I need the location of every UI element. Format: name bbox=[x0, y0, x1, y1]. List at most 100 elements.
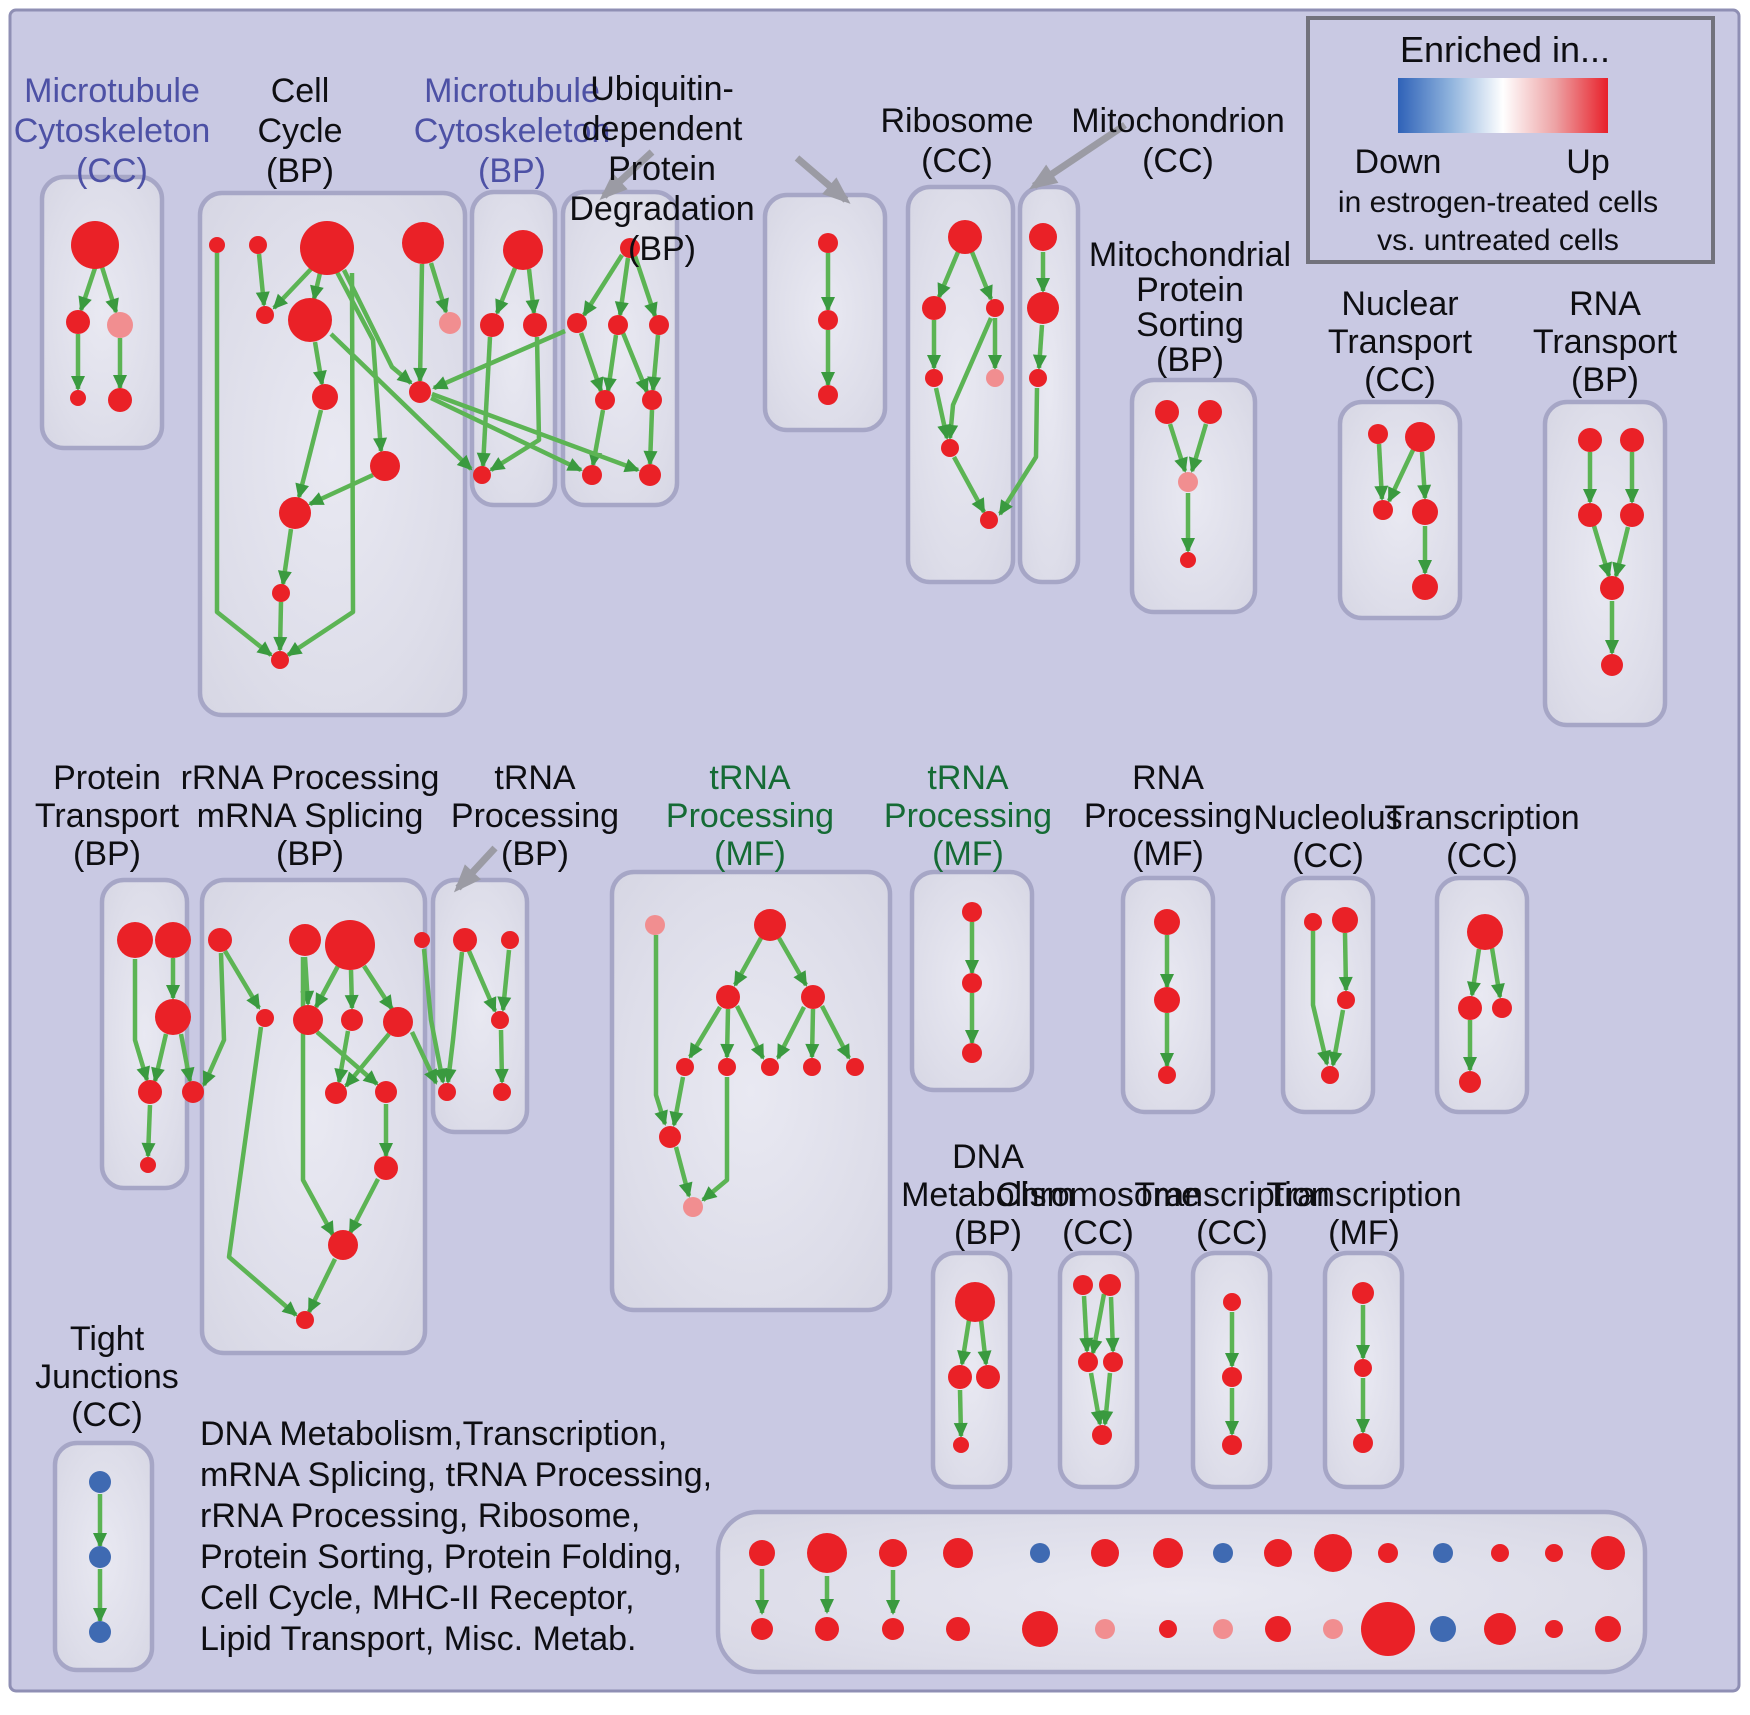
edge-arrow-rrna-processing-mrna-splicing-bp bbox=[344, 969, 359, 1010]
go-term-node-up bbox=[567, 313, 587, 333]
edge-arrow-transcription-cc-row2 bbox=[1467, 948, 1482, 997]
edge-arrow-dna-metabolism-bp bbox=[977, 1319, 992, 1366]
go-term-node-up bbox=[341, 1009, 363, 1031]
edge-arrow-rrna-processing-mrna-splicing-bp bbox=[314, 964, 340, 1009]
edge-arrow-nucleolus-cc bbox=[1328, 1009, 1346, 1067]
go-term-node-up bbox=[1078, 1352, 1098, 1372]
go-term-node-misc-top bbox=[1213, 1543, 1233, 1563]
cross-box-edge-arrow bbox=[421, 948, 448, 1084]
edge-arrow-cell-cycle-bp bbox=[214, 253, 273, 657]
go-term-node-up bbox=[1154, 987, 1180, 1013]
go-term-node-up bbox=[66, 310, 90, 334]
edge-arrow-cell-cycle-bp bbox=[312, 341, 327, 386]
group-label-trna-processing-bp: Processing bbox=[451, 797, 619, 835]
group-label-microtubule-cytoskeleton-bp: (BP) bbox=[478, 152, 546, 190]
label-pointer-arrow bbox=[794, 155, 851, 204]
group-label-rrna-processing-mrna-splicing-bp: rRNA Processing bbox=[181, 759, 440, 797]
edge-arrow-mitochondrial-protein-sorting-bp bbox=[1167, 423, 1188, 473]
go-term-node-up bbox=[414, 932, 430, 948]
edge-arrow-nuclear-transport-cc bbox=[1417, 451, 1432, 500]
edge-arrow-chromosome-cc bbox=[1079, 1295, 1094, 1353]
misc-terms-note-line: Protein Sorting, Protein Folding, bbox=[200, 1538, 682, 1576]
go-term-node-up bbox=[962, 973, 982, 993]
group-label-nuclear-transport-cc: Nuclear bbox=[1341, 285, 1458, 323]
group-label-transcription-cc-row3: Transcription bbox=[1134, 1176, 1329, 1214]
edge-arrow-rrna-processing-mrna-splicing-bp bbox=[362, 964, 394, 1011]
go-term-node-misc-bottom bbox=[1159, 1620, 1177, 1638]
go-term-node-misc-top bbox=[1314, 1534, 1352, 1572]
cross-box-edge-arrow bbox=[201, 952, 227, 1087]
misc-terms-note-line: mRNA Splicing, tRNA Processing, bbox=[200, 1456, 712, 1494]
go-term-node-up bbox=[639, 464, 661, 486]
go-term-node-up bbox=[718, 1058, 736, 1076]
go-term-node-misc-bottom bbox=[1095, 1619, 1115, 1639]
go-term-node-up-weak bbox=[1178, 472, 1198, 492]
go-term-node-up bbox=[818, 385, 838, 405]
group-label-mitochondrion-cc: (CC) bbox=[1142, 142, 1214, 180]
go-term-node-up bbox=[1099, 1274, 1121, 1296]
edge-arrow-trna-processing-mf-1 bbox=[733, 936, 763, 987]
go-term-node-up bbox=[922, 296, 946, 320]
go-term-node-up bbox=[256, 306, 274, 324]
go-term-node-up bbox=[438, 1083, 456, 1101]
go-term-node-up bbox=[1412, 574, 1438, 600]
edge-arrow-trna-processing-mf-1 bbox=[669, 1076, 686, 1127]
edge-arrow-trna-processing-mf-1 bbox=[805, 1008, 820, 1059]
edge-arrow-trna-processing-bp bbox=[494, 1029, 509, 1084]
go-term-node-up bbox=[962, 902, 982, 922]
edge-arrow-ubiquitin-dependent-protein-degradation-bp bbox=[578, 332, 604, 393]
group-box-nucleolus-cc bbox=[1280, 875, 1376, 1115]
go-term-node-up bbox=[491, 1011, 509, 1029]
misc-terms-note-layer: DNA Metabolism,Transcription,mRNA Splici… bbox=[200, 1415, 712, 1658]
group-label-trna-processing-mf-2: Processing bbox=[884, 797, 1052, 835]
group-label-mitochondrial-protein-sorting-bp: Protein bbox=[1136, 271, 1244, 309]
go-term-node-up bbox=[955, 1282, 995, 1322]
group-label-ubiquitin-dependent-protein-degradation-bp: (BP) bbox=[628, 230, 696, 268]
group-label-cell-cycle-bp: Cell bbox=[271, 72, 330, 110]
group-label-mitochondrial-protein-sorting-bp: (BP) bbox=[1156, 341, 1224, 379]
group-box-protein-transport-bp bbox=[99, 877, 190, 1191]
edge-arrow-trna-processing-bp bbox=[497, 949, 512, 1012]
edge-arrow-ubiquitin-dependent-protein-degradation-bp bbox=[647, 334, 662, 392]
go-term-node-up bbox=[980, 511, 998, 529]
go-term-node-misc-top bbox=[1491, 1544, 1509, 1562]
go-term-node-up bbox=[659, 1126, 681, 1148]
edge-arrow-rrna-processing-mrna-splicing-bp bbox=[306, 1258, 338, 1314]
edge-arrow-microtubule-cytoskeleton-bp bbox=[525, 268, 540, 315]
group-label-ubiquitin-dependent-protein-degradation-bp: Protein bbox=[608, 150, 716, 188]
edge-arrow-rrna-processing-mrna-splicing-bp bbox=[334, 1030, 351, 1084]
edge-arrow-ubiquitin-dependent-protein-degradation-bp bbox=[582, 253, 624, 317]
edge-arrow-trna-processing-mf-1 bbox=[653, 935, 668, 1126]
go-term-node-up bbox=[1029, 223, 1057, 251]
go-term-node-up bbox=[108, 388, 132, 412]
go-term-node-up bbox=[1458, 996, 1482, 1020]
go-term-node-misc-bottom bbox=[1022, 1611, 1058, 1647]
group-label-rna-transport-bp: Transport bbox=[1533, 323, 1678, 361]
go-term-node-up bbox=[473, 466, 491, 484]
edge-arrow-rna-transport-bp bbox=[1612, 526, 1631, 578]
go-term-node-up bbox=[1029, 369, 1047, 387]
edge-arrow-ubiquitin-dependent-protein-degradation-bp bbox=[614, 257, 631, 317]
group-label-transcription-cc-row3: (CC) bbox=[1196, 1214, 1268, 1252]
go-term-node-up bbox=[453, 928, 477, 952]
group-label-cell-cycle-bp: Cycle bbox=[257, 112, 342, 150]
go-term-node-up bbox=[70, 390, 86, 406]
go-term-node-up bbox=[1103, 1352, 1123, 1372]
go-term-node-up bbox=[1027, 292, 1059, 324]
go-term-node-misc-top bbox=[1153, 1538, 1183, 1568]
go-term-node-up bbox=[1412, 499, 1438, 525]
go-term-node-up bbox=[1620, 503, 1644, 527]
go-term-node-up bbox=[279, 497, 311, 529]
go-term-node-up-weak bbox=[439, 312, 461, 334]
edge-arrow-ribosome-cc bbox=[933, 387, 952, 440]
group-label-protein-transport-bp: Protein bbox=[53, 759, 161, 797]
edge-arrow-chromosome-cc bbox=[1099, 1372, 1114, 1426]
go-term-node-up bbox=[209, 237, 225, 253]
group-label-ribosome-cc: (CC) bbox=[921, 142, 993, 180]
go-term-node-up bbox=[383, 1007, 413, 1037]
go-term-node-up bbox=[953, 1437, 969, 1453]
go-term-node-up bbox=[409, 381, 431, 403]
edge-arrow-cell-cycle-bp bbox=[413, 263, 428, 383]
go-term-node-up bbox=[1222, 1435, 1242, 1455]
